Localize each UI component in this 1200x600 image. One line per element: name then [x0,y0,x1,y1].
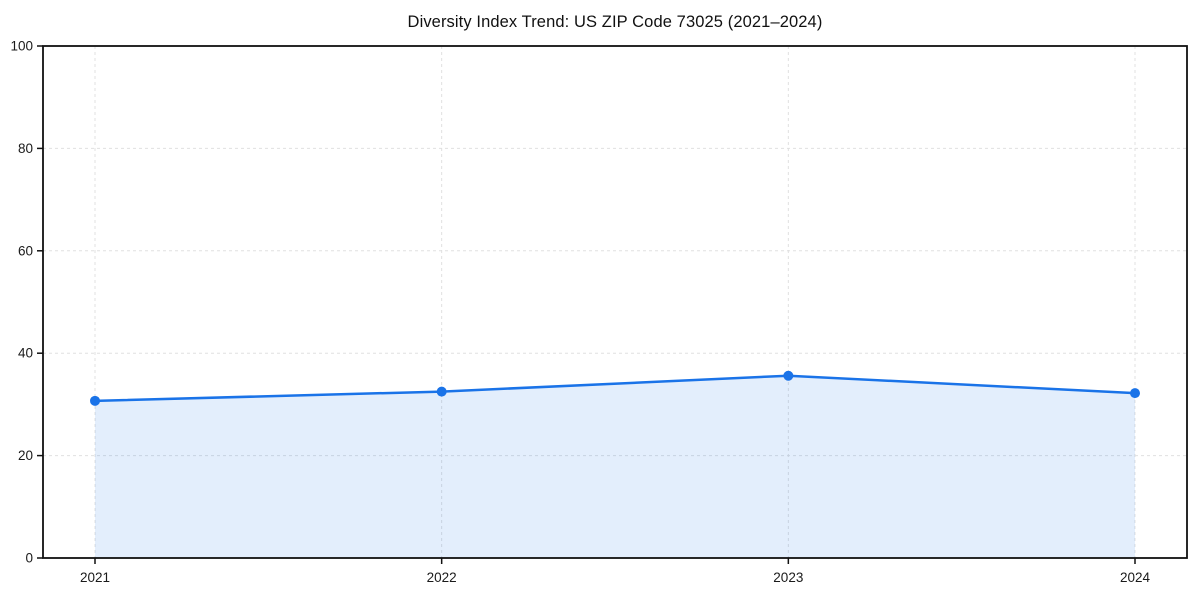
y-tick-label-0: 0 [25,551,33,566]
y-tick-label-20: 20 [18,448,33,463]
x-tick-label-2021: 2021 [80,570,110,585]
data-point-marker-2021 [90,395,100,406]
x-tick-label-2024: 2024 [1120,570,1151,585]
y-tick-label-40: 40 [18,346,33,361]
y-tick-label-100: 100 [10,39,33,54]
data-point-marker-2023 [783,370,794,381]
data-point-marker-2024 [1130,388,1140,399]
x-tick-label-2023: 2023 [773,570,803,585]
data-point-marker-2022 [436,386,447,397]
trend-line [93,374,1137,403]
area-fill [95,375,1135,558]
y-tick-label-60: 60 [18,243,33,258]
plot-border [42,45,1188,559]
y-tick-label-80: 80 [18,141,33,156]
x-tick-label-2022: 2022 [427,570,457,585]
chart-title: Diversity Index Trend: US ZIP Code 73025… [407,13,823,31]
